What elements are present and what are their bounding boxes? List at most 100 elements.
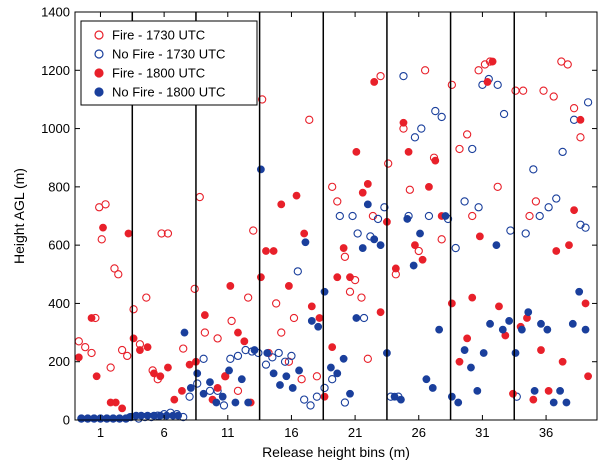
data-point [328,375,337,384]
data-point [544,203,553,212]
data-point [225,366,233,375]
data-point [240,337,249,346]
legend-marker [94,30,104,40]
data-point [384,159,393,168]
data-point [339,244,348,252]
data-point [129,334,138,343]
data-point [391,264,400,273]
y-tick-label: 200 [48,354,70,369]
data-point [244,293,253,302]
data-point [511,349,520,357]
data-point [544,386,553,395]
data-point [583,98,593,107]
legend-label: Fire - 1730 UTC [112,28,205,43]
data-point [312,392,322,401]
data-point [410,133,420,142]
data-point [376,71,385,81]
legend-label: No Fire - 1800 UTC [112,85,225,100]
data-point [284,282,293,290]
y-axis-ticks: 0 200 400 600 800 1000 1200 1400 [41,5,597,428]
data-point [218,392,227,401]
data-point [492,241,501,250]
data-point [123,351,132,361]
y-tick-label: 1000 [41,121,70,136]
data-point [486,319,494,328]
data-point [468,211,477,221]
legend-label: No Fire - 1730 UTC [112,47,225,62]
data-point [261,360,271,369]
data-point [233,351,243,361]
data-point [312,372,322,381]
data-point [376,241,385,250]
data-point [441,212,450,220]
data-point [451,243,460,253]
data-point [495,302,503,311]
data-point [193,379,202,388]
data-point [498,325,507,334]
data-point [320,287,329,296]
data-point [300,229,309,238]
data-point [428,384,437,392]
data-point [333,369,342,378]
data-point [289,313,299,323]
data-point [213,334,222,343]
data-point [348,211,357,221]
data-point [414,246,423,256]
data-point [314,322,323,331]
data-point [320,392,329,401]
data-point [193,369,202,378]
data-point [339,354,348,363]
data-point [320,383,329,393]
data-point [92,372,101,381]
data-point [237,375,246,384]
data-point [403,215,412,223]
data-point [277,200,286,209]
data-point [269,369,278,378]
data-point [101,200,110,209]
data-point [106,363,115,372]
data-point [156,372,165,381]
bin-separators [131,12,515,420]
data-point [233,386,243,396]
data-point [276,381,284,389]
data-point [431,156,440,165]
data-point [411,241,419,250]
data-point [539,86,548,95]
data-point [346,389,354,398]
data-point [274,348,283,358]
data-point [376,308,385,317]
data-point [306,401,315,410]
data-point [244,398,253,407]
data-point [227,316,236,326]
data-point [293,267,302,276]
data-point [129,305,138,314]
data-point [584,372,592,381]
data-point [460,346,469,354]
data-point [206,378,214,387]
data-point [164,363,172,372]
data-point [420,66,430,75]
data-point [87,314,96,322]
data-point [288,384,297,392]
data-point [568,319,577,328]
series-3 [77,165,590,423]
series-1 [77,71,593,423]
data-point [358,188,367,197]
data-point [390,392,399,401]
legend-label: Fire - 1800 UTC [112,66,205,81]
data-point [263,349,272,357]
data-point [581,325,590,334]
data-point [287,351,296,361]
data-point [549,92,558,101]
legend-marker [94,49,104,59]
y-tick-label: 800 [48,179,70,194]
data-point [558,357,567,366]
data-point [74,337,83,346]
data-point [213,384,222,392]
data-point [256,165,265,174]
data-point [417,124,426,133]
data-point [493,80,502,90]
data-point [328,343,337,352]
data-point [333,197,342,206]
data-point [327,363,335,372]
